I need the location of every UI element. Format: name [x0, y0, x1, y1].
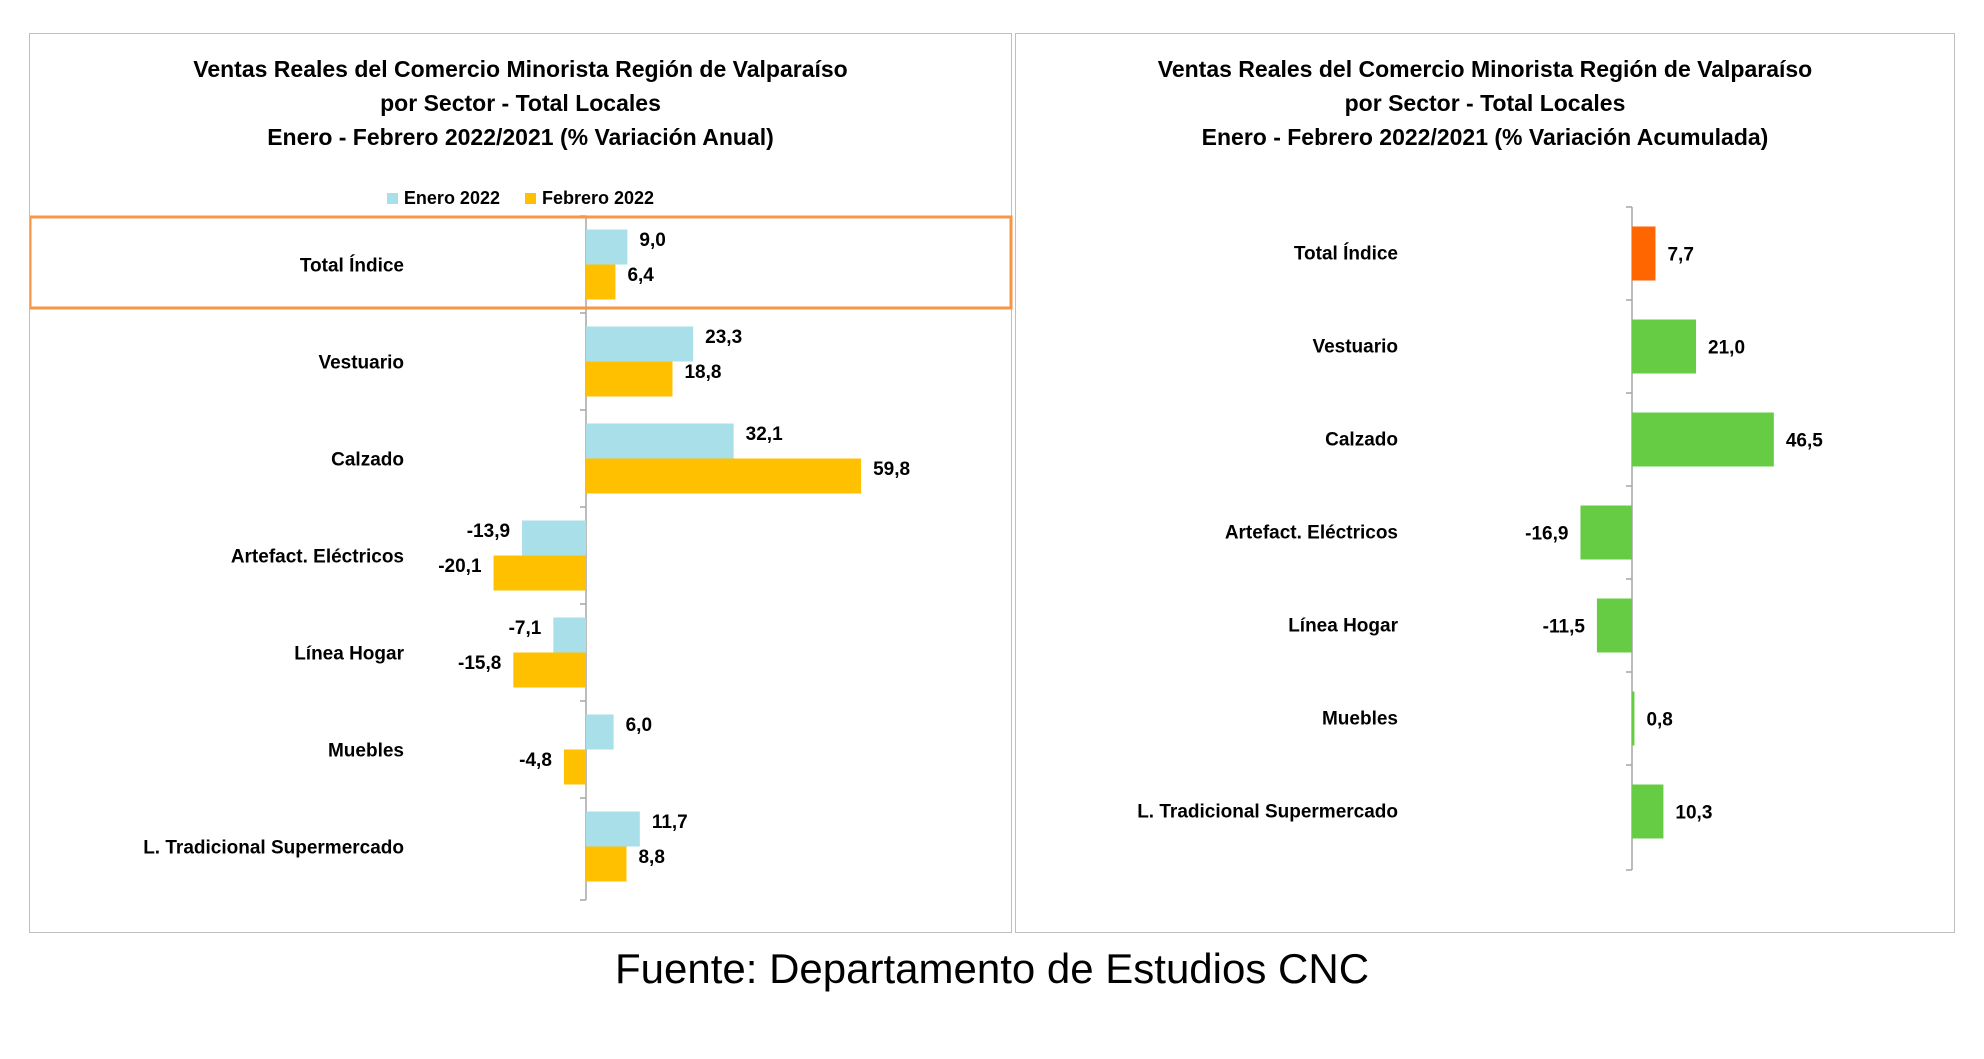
legend-item-enero: Enero 2022 [386, 188, 500, 209]
chart-plot-annual: Total Índice 9,0 6,4 Vestuario 23,3 18,8 Calza… [30, 215, 1013, 901]
legend-swatch-febrero [525, 193, 536, 204]
bar-enero-2022-artefact-electricos [522, 520, 586, 556]
category-label-total-indice: Total Índice [1294, 243, 1398, 265]
chart-title-line-2: por Sector - Total Locales [380, 90, 661, 116]
bar-febrero-2022-total-indice [586, 264, 616, 300]
chart-panel-annual: Ventas Reales del Comercio Minorista Reg… [29, 33, 1013, 933]
legend-label-febrero: Febrero 2022 [542, 188, 655, 208]
category-label-l-tradicional-supermercado: L. Tradicional Supermercado [1137, 802, 1398, 823]
data-label-artefact-electricos: -16,9 [1525, 524, 1568, 545]
chart-title-line-3: Enero - Febrero 2022/2021 (% Variación A… [1201, 124, 1769, 150]
category-label-vestuario: Vestuario [318, 353, 404, 374]
legend-label-enero: Enero 2022 [403, 188, 500, 208]
category-label-calzado: Calzado [1325, 430, 1398, 451]
data-label-febrero-2022-muebles: -4,8 [519, 750, 552, 771]
legend-swatch-enero [386, 193, 398, 204]
chart-title: Ventas Reales del Comercio Minorista Reg… [30, 52, 1011, 154]
bar-enero-2022-vestuario [586, 326, 694, 362]
data-label-vestuario: 21,0 [1708, 338, 1745, 359]
bar-l-tradicional-supermercado [1632, 784, 1664, 839]
data-label-febrero-2022-calzado: 59,8 [873, 459, 910, 480]
category-label-artefact-electricos: Artefact. Eléctricos [231, 547, 404, 568]
bar-febrero-2022-muebles [563, 749, 586, 785]
category-label-artefact-electricos: Artefact. Eléctricos [1225, 523, 1398, 544]
bar-enero-2022-total-indice [586, 229, 628, 265]
data-label-l-tradicional-supermercado: 10,3 [1675, 803, 1712, 824]
category-label-calzado: Calzado [331, 450, 404, 471]
chart-title-line-1: Ventas Reales del Comercio Minorista Reg… [193, 56, 848, 82]
data-label-muebles: 0,8 [1646, 710, 1672, 731]
chart-legend: Enero 2022 Febrero 2022 [30, 188, 1011, 209]
data-label-febrero-2022-l-tradicional-supermercado: 8,8 [638, 847, 664, 868]
bar-calzado [1632, 412, 1774, 467]
bar-total-indice [1632, 226, 1656, 281]
chart-title-line-3: Enero - Febrero 2022/2021 (% Variación A… [267, 124, 774, 150]
bar-febrero-2022-vestuario [586, 361, 673, 397]
data-label-febrero-2022-linea-hogar: -15,8 [458, 653, 501, 674]
data-label-febrero-2022-vestuario: 18,8 [684, 362, 721, 383]
bar-enero-2022-linea-hogar [553, 617, 586, 653]
data-label-enero-2022-total-indice: 9,0 [639, 230, 665, 251]
legend-item-febrero: Febrero 2022 [525, 188, 654, 209]
category-label-linea-hogar: Línea Hogar [1288, 616, 1398, 637]
source-caption: Fuente: Departamento de Estudios CNC [614, 945, 1370, 992]
data-label-total-indice: 7,7 [1667, 245, 1693, 266]
bar-enero-2022-l-tradicional-supermercado [586, 811, 640, 847]
highlight-frame-total-indice [30, 215, 1013, 310]
category-label-linea-hogar: Línea Hogar [294, 644, 404, 665]
bar-febrero-2022-artefact-electricos [493, 555, 586, 591]
data-label-febrero-2022-artefact-electricos: -20,1 [438, 556, 482, 577]
chart-title: Ventas Reales del Comercio Minorista Reg… [1016, 52, 1954, 154]
bar-linea-hogar [1596, 598, 1632, 653]
bar-muebles [1632, 691, 1635, 746]
data-label-enero-2022-artefact-electricos: -13,9 [467, 521, 510, 542]
category-label-muebles: Muebles [328, 741, 404, 762]
chart-title-line-2: por Sector - Total Locales [1344, 90, 1626, 116]
data-label-enero-2022-linea-hogar: -7,1 [509, 618, 542, 639]
bar-enero-2022-calzado [586, 423, 734, 459]
category-label-total-indice: Total Índice [300, 255, 404, 277]
data-label-calzado: 46,5 [1786, 431, 1823, 452]
bar-vestuario [1632, 319, 1697, 374]
chart-title-line-1: Ventas Reales del Comercio Minorista Reg… [1157, 56, 1813, 82]
data-label-enero-2022-muebles: 6,0 [626, 715, 652, 736]
category-label-l-tradicional-supermercado: L. Tradicional Supermercado [143, 838, 404, 859]
bar-febrero-2022-l-tradicional-supermercado [586, 846, 627, 882]
bar-febrero-2022-linea-hogar [513, 652, 586, 688]
bar-artefact-electricos [1580, 505, 1632, 560]
data-label-linea-hogar: -11,5 [1543, 617, 1586, 638]
data-label-enero-2022-vestuario: 23,3 [705, 327, 742, 348]
chart-panel-cumulative: Ventas Reales del Comercio Minorista Reg… [1015, 33, 1955, 933]
data-label-enero-2022-l-tradicional-supermercado: 11,7 [652, 812, 688, 833]
chart-plot-cumulative: Total Índice 7,7 Vestuario 21,0 Calzado 46,5 A… [1137, 206, 1823, 871]
data-label-febrero-2022-total-indice: 6,4 [627, 265, 654, 286]
category-label-muebles: Muebles [1322, 709, 1398, 730]
bar-febrero-2022-calzado [586, 458, 862, 494]
data-label-enero-2022-calzado: 32,1 [746, 424, 783, 445]
category-label-vestuario: Vestuario [1312, 337, 1398, 358]
bar-enero-2022-muebles [586, 714, 614, 750]
